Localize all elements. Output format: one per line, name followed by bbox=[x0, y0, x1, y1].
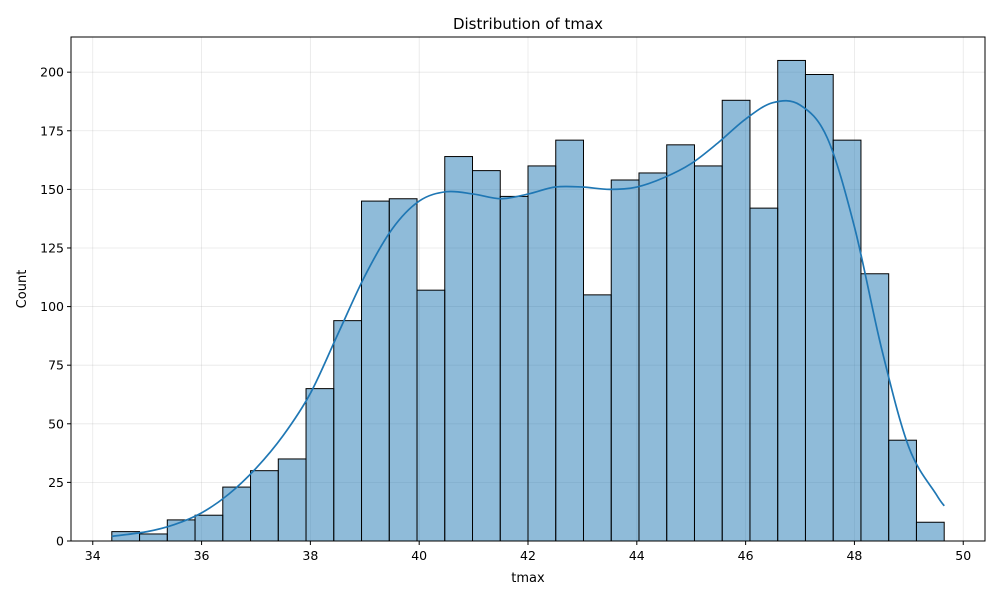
y-tick-label: 0 bbox=[56, 534, 64, 549]
y-axis-label: Count bbox=[15, 270, 30, 309]
x-tick-label: 34 bbox=[85, 548, 101, 563]
y-tick-label: 75 bbox=[48, 358, 64, 373]
x-tick-label: 50 bbox=[955, 548, 971, 563]
histogram-bar bbox=[721, 99, 751, 542]
histogram-bar bbox=[277, 458, 307, 542]
histogram-bar bbox=[666, 144, 695, 542]
y-tick-label: 25 bbox=[48, 475, 64, 490]
histogram-bar bbox=[638, 172, 668, 542]
histogram-bar bbox=[444, 156, 474, 542]
kde-curve bbox=[111, 99, 945, 538]
x-axis-label: tmax bbox=[511, 571, 545, 586]
bars-layer bbox=[111, 59, 945, 542]
histogram-bar bbox=[361, 200, 390, 542]
x-tick-label: 42 bbox=[520, 548, 536, 563]
y-tick-label: 125 bbox=[40, 240, 64, 255]
histogram-bar bbox=[166, 519, 196, 542]
x-tick-label: 48 bbox=[846, 548, 862, 563]
x-tick-label: 40 bbox=[411, 548, 427, 563]
histogram-bar bbox=[416, 289, 446, 542]
histogram-bar bbox=[305, 388, 335, 542]
histogram-bar bbox=[804, 74, 834, 542]
y-tick-label: 100 bbox=[40, 299, 64, 314]
histogram-bar bbox=[860, 273, 890, 542]
y-tick-label: 150 bbox=[40, 182, 64, 197]
x-axis-ticks: 34 36 38 40 42 44 46 48 50 bbox=[85, 541, 971, 563]
histogram-bar bbox=[915, 521, 945, 542]
histogram-bar bbox=[888, 439, 917, 542]
histogram-bar bbox=[250, 470, 279, 542]
histogram-bar bbox=[472, 170, 501, 542]
histogram-bar bbox=[388, 198, 418, 542]
y-tick-label: 50 bbox=[48, 416, 64, 431]
x-tick-label: 44 bbox=[629, 548, 645, 563]
x-tick-label: 36 bbox=[194, 548, 210, 563]
x-tick-label: 46 bbox=[738, 548, 754, 563]
histogram-bar bbox=[333, 320, 363, 542]
kde-layer bbox=[111, 99, 945, 538]
histogram-bar bbox=[499, 195, 529, 542]
histogram-bar bbox=[749, 207, 779, 542]
histogram-bar bbox=[194, 514, 224, 542]
chart-title: Distribution of tmax bbox=[453, 15, 603, 33]
histogram-bar bbox=[832, 139, 862, 542]
histogram-bar bbox=[777, 59, 806, 542]
histogram-bar bbox=[139, 533, 168, 542]
y-tick-label: 175 bbox=[40, 123, 64, 138]
y-tick-label: 200 bbox=[40, 65, 64, 80]
histogram-bar bbox=[610, 179, 640, 542]
x-tick-label: 38 bbox=[302, 548, 318, 563]
histogram-bar bbox=[693, 165, 723, 542]
y-axis-ticks: 0 25 50 75 100 125 150 175 200 bbox=[40, 65, 71, 549]
histogram-bar bbox=[555, 139, 584, 542]
histogram-bar bbox=[527, 165, 557, 542]
histogram-bar bbox=[582, 294, 612, 542]
